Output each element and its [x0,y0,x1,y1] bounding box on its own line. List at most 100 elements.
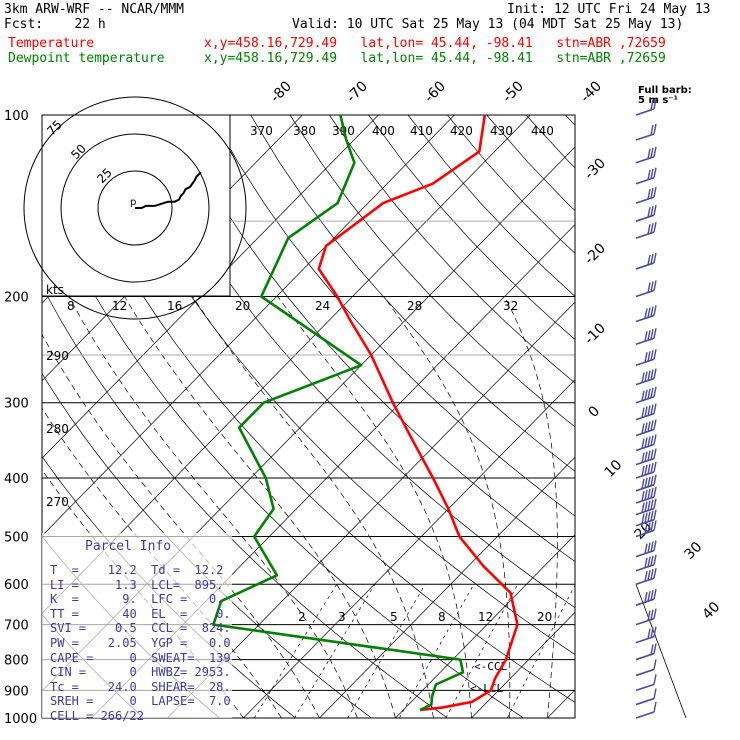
mixing-ratio-line [347,584,426,718]
wind-barb-flag [650,644,654,655]
wind-barb-flag [641,390,645,401]
parcel-info-row: PW = 2.05 YGP = 0.0 [50,636,231,650]
wind-barb-flag [653,674,657,685]
parcel-info-row: SREH = 0 LAPSE= 7.0 [50,694,231,709]
wind-barb-flag [653,448,657,459]
wind-barb-flag [647,511,651,522]
pressure-tick-label: 1000 [4,712,37,727]
parcel-info-row: K = 9. LFC = 0. [50,592,224,607]
parcel-info-row: TT = 40 EL = 0. [50,606,231,621]
wind-barb-flag [650,369,654,380]
wind-barb-flag [647,522,651,533]
isotherm [42,115,531,614]
temperature-label: Temperature [8,36,95,51]
wind-barb-flag [644,477,648,488]
wind-barb-flag [644,331,648,342]
pressure-tick-label: 700 [4,619,29,634]
wind-barb-flag [644,352,648,363]
wind-barb-flag [647,556,651,567]
wind-barb-flag [641,452,645,463]
isotherm-label: -20 [582,240,609,267]
wind-barb-flag [653,554,657,565]
wind-barb-flag [647,370,651,381]
dry-adiabat [210,115,575,517]
wind-barb-flag [644,592,648,603]
lcl-marker: <-LCL [470,682,503,695]
wind-barb-flag [647,421,651,432]
wind-barb-flag [644,523,648,534]
moist-adiabat [192,296,434,718]
parcel-info-box [42,533,232,718]
hodograph-speed-label: 32 [503,299,518,313]
wind-barb-flag [650,350,654,361]
hodograph-ring [60,133,210,283]
model-title: 3km ARW-WRF -- NCAR/MMM [4,2,185,17]
dewpoint-profile [212,114,465,712]
valid-time: Valid: 10 UTC Sat 25 May 13 (04 MDT Sat … [292,17,684,32]
hodograph-ring [23,96,247,320]
mixing-ratio-line [445,584,519,718]
wind-barb-flag [653,643,657,654]
wind-barb-flag [644,437,648,448]
wind-barb-flag [644,557,648,568]
wind-barb-flag [650,187,654,199]
isotherm-label: 40 [700,599,724,623]
dry-adiabat [605,115,740,718]
wind-barb-flag [647,436,651,447]
hodograph-box [41,114,231,297]
hodograph-trace [135,171,202,209]
wind-barb-flag [647,610,651,621]
wind-barb-flag [653,252,657,264]
wind-barb-flag [650,521,654,532]
dewpoint-label: Dewpoint temperature [8,51,165,66]
wind-barb-flag [650,555,654,566]
wind-barb-flag [644,371,648,382]
wind-barb-flag [647,488,651,500]
isotherm [42,115,455,537]
isotherm [42,115,379,459]
wind-barb-flag [653,540,657,551]
wind-barb-flag [647,188,651,200]
wind-barb-flag [653,167,657,178]
plot-frame [41,114,576,719]
pressure-tick-label: 500 [4,530,29,545]
hodograph-origin-marker: p [130,197,136,208]
wind-barb-flag [653,368,657,379]
isotherm-label: -60 [422,78,449,105]
isotherm-label: -30 [582,155,609,182]
wind-barb-flag [641,438,645,449]
wind-barb-flag [647,169,651,180]
wind-barb-flag [650,222,654,234]
pressure-tick-label: 200 [4,291,29,306]
parcel-info-row: LI = 1.3 LCL= 895. [50,577,224,592]
wind-barb-flag [653,221,657,233]
dry-adiabat-label: 290 [46,349,69,363]
isotherm [699,115,740,718]
wind-barb-flag [650,329,654,340]
wind-barb-flag [641,423,645,434]
parcel-info-title: Parcel Info [85,539,172,554]
moist-adiabat [42,407,282,718]
pressure-tick-label: 900 [4,684,29,699]
wind-barb-flag [653,498,657,509]
wind-barb-staff [635,668,655,677]
wind-barb-flag [650,404,654,415]
moist-adiabat [504,296,558,718]
dry-adiabat [250,115,575,472]
wind-barb-flag [653,280,657,291]
wind-barb-flag [653,328,657,339]
mixing-ratio-label: 20 [537,610,552,624]
pressure-tick-label: 800 [4,654,29,669]
pressure-tick-label: 400 [4,472,29,487]
wind-barb-flag [653,349,657,360]
wind-barb-flag [650,510,654,521]
wind-barb-flag [650,541,654,552]
kts-label: kts [46,283,64,297]
dry-adiabat-label: 270 [46,495,69,509]
wind-barb-flag [647,148,651,159]
pressure-tick-label: 600 [4,578,29,593]
pressure-tick-label: 300 [4,397,29,412]
wind-barb-flag [653,509,657,520]
pressure-tick-label: 100 [4,109,29,124]
